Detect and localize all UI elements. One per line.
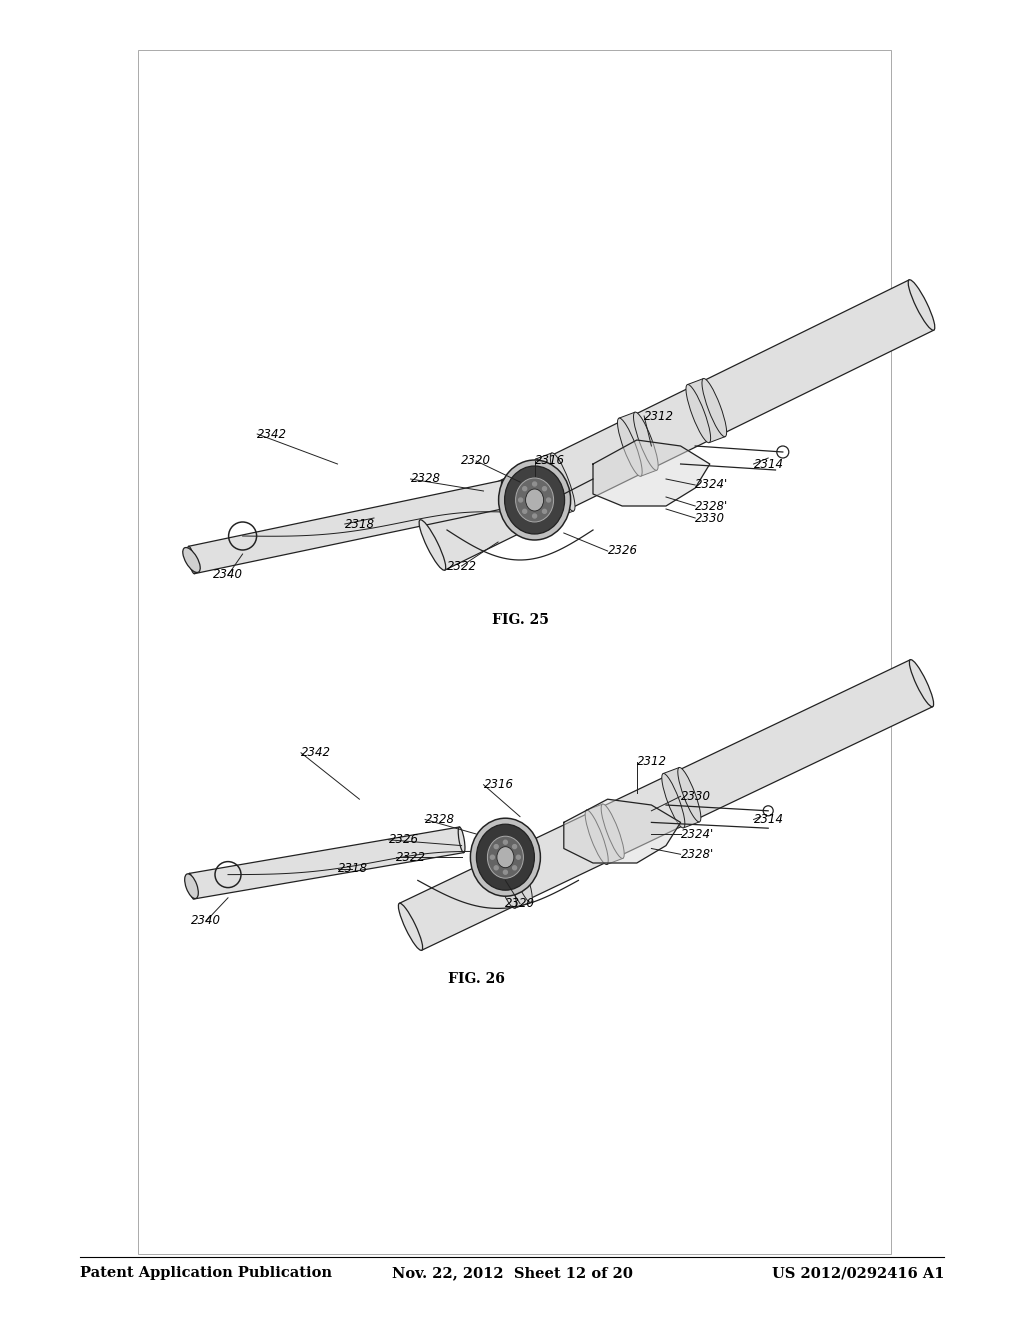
Text: 2342: 2342 — [257, 428, 287, 441]
Circle shape — [543, 487, 547, 491]
Circle shape — [495, 845, 499, 849]
Text: 2340: 2340 — [191, 915, 221, 928]
Circle shape — [504, 870, 508, 874]
Text: FIG. 25: FIG. 25 — [492, 612, 549, 627]
Circle shape — [543, 510, 547, 513]
Circle shape — [518, 498, 522, 502]
Text: 2324': 2324' — [681, 828, 714, 841]
Circle shape — [495, 866, 499, 870]
Ellipse shape — [909, 660, 934, 706]
Text: 2330: 2330 — [695, 511, 725, 524]
Ellipse shape — [550, 453, 575, 511]
Ellipse shape — [398, 903, 423, 950]
Ellipse shape — [525, 488, 544, 511]
Ellipse shape — [476, 824, 535, 890]
Text: 2330: 2330 — [681, 789, 711, 803]
Ellipse shape — [182, 548, 201, 573]
Ellipse shape — [502, 480, 509, 508]
Text: 2320: 2320 — [505, 898, 535, 909]
Polygon shape — [420, 280, 934, 570]
Text: 2312: 2312 — [637, 755, 667, 768]
Ellipse shape — [184, 874, 199, 899]
Text: 2324': 2324' — [695, 479, 728, 491]
Text: Patent Application Publication: Patent Application Publication — [80, 1266, 332, 1280]
Polygon shape — [399, 660, 933, 950]
Text: 2322: 2322 — [446, 560, 476, 573]
Polygon shape — [593, 440, 710, 506]
Text: 2318: 2318 — [345, 517, 375, 531]
Text: 2316: 2316 — [483, 779, 513, 791]
Text: Nov. 22, 2012  Sheet 12 of 20: Nov. 22, 2012 Sheet 12 of 20 — [391, 1266, 633, 1280]
Ellipse shape — [470, 818, 541, 896]
Circle shape — [547, 498, 551, 502]
Polygon shape — [564, 799, 681, 863]
Text: US 2012/0292416 A1: US 2012/0292416 A1 — [771, 1266, 944, 1280]
Ellipse shape — [535, 459, 559, 517]
Circle shape — [532, 482, 537, 486]
Ellipse shape — [419, 520, 445, 570]
Text: 2312: 2312 — [644, 409, 674, 422]
Bar — [138, 50, 891, 1254]
Polygon shape — [587, 804, 623, 865]
Text: 2342: 2342 — [301, 746, 331, 759]
Ellipse shape — [634, 412, 658, 470]
Text: 2340: 2340 — [213, 569, 243, 582]
Text: 2314: 2314 — [754, 813, 783, 826]
Text: 2328: 2328 — [425, 813, 455, 826]
Ellipse shape — [686, 384, 711, 442]
Circle shape — [513, 845, 516, 849]
Circle shape — [513, 866, 516, 870]
Ellipse shape — [617, 418, 642, 477]
Polygon shape — [687, 379, 725, 442]
Text: 2328': 2328' — [695, 499, 728, 512]
Circle shape — [504, 841, 508, 845]
Text: FIG. 26: FIG. 26 — [447, 972, 505, 986]
Text: 2326: 2326 — [607, 544, 638, 557]
Polygon shape — [536, 453, 573, 517]
Ellipse shape — [678, 767, 700, 822]
Ellipse shape — [497, 846, 514, 867]
Ellipse shape — [487, 836, 523, 878]
Polygon shape — [189, 828, 464, 899]
Polygon shape — [188, 480, 508, 574]
Ellipse shape — [494, 854, 516, 908]
Text: 2326: 2326 — [388, 833, 419, 846]
Polygon shape — [618, 412, 656, 477]
Circle shape — [532, 513, 537, 517]
Polygon shape — [495, 847, 530, 908]
Ellipse shape — [187, 546, 196, 574]
Ellipse shape — [458, 828, 465, 853]
Ellipse shape — [499, 459, 570, 540]
Text: 2316: 2316 — [535, 454, 564, 467]
Text: 2318: 2318 — [338, 862, 368, 875]
Polygon shape — [664, 767, 699, 828]
Text: 2320: 2320 — [461, 454, 492, 467]
Text: 2314: 2314 — [754, 458, 783, 470]
Circle shape — [522, 487, 526, 491]
Ellipse shape — [662, 774, 685, 828]
Text: 2328: 2328 — [411, 473, 440, 486]
Ellipse shape — [702, 379, 727, 437]
Circle shape — [522, 510, 526, 513]
Ellipse shape — [908, 280, 935, 330]
Circle shape — [516, 855, 520, 859]
Circle shape — [490, 855, 495, 859]
Text: 2328': 2328' — [681, 847, 714, 861]
Text: 2322: 2322 — [396, 850, 426, 863]
Ellipse shape — [509, 847, 532, 903]
Ellipse shape — [585, 810, 608, 865]
Ellipse shape — [601, 804, 625, 858]
Ellipse shape — [516, 478, 554, 521]
Ellipse shape — [188, 874, 195, 899]
Ellipse shape — [505, 466, 564, 535]
